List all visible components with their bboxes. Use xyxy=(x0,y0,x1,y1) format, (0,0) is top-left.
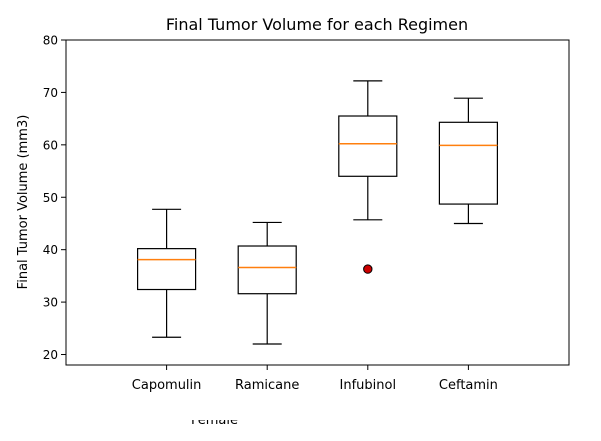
chart-title: Final Tumor Volume for each Regimen xyxy=(166,15,468,34)
outlier-point xyxy=(363,264,373,274)
y-axis: 20 30 40 50 60 70 80 xyxy=(43,34,66,362)
y-tick-label: 40 xyxy=(43,243,58,257)
box-series xyxy=(137,80,498,345)
x-tick-label: Ceftamin xyxy=(439,378,498,393)
box-group xyxy=(237,221,297,345)
y-axis-label: Final Tumor Volume (mm3) xyxy=(16,115,31,290)
box-rectangle xyxy=(137,248,197,291)
box-rectangle xyxy=(438,121,498,205)
box-group xyxy=(338,80,398,274)
box-group xyxy=(137,208,197,338)
box-rectangle xyxy=(338,115,398,177)
y-tick-label: 60 xyxy=(43,138,58,152)
y-tick-label: 30 xyxy=(43,296,58,310)
box-group xyxy=(438,97,498,225)
cutoff-text-fragment: Female xyxy=(191,420,239,428)
box-rectangle xyxy=(237,245,297,295)
y-tick-label: 70 xyxy=(43,86,58,100)
plot-frame xyxy=(65,39,570,366)
y-tick-label: 50 xyxy=(43,191,58,205)
x-tick-label: Infubinol xyxy=(340,378,397,393)
x-axis: Capomulin Ramicane Infubinol Ceftamin xyxy=(132,365,498,393)
y-tick-label: 80 xyxy=(43,34,58,48)
y-tick-label: 20 xyxy=(43,348,58,362)
x-tick-label: Ramicane xyxy=(235,378,299,393)
x-tick-label: Capomulin xyxy=(132,378,202,393)
